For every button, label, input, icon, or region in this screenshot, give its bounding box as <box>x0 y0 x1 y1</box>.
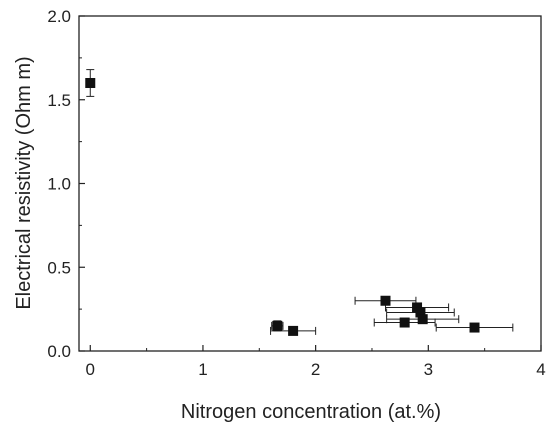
x-axis-label: Nitrogen concentration (at.%) <box>181 401 441 423</box>
data-point <box>417 314 428 325</box>
data-point <box>412 302 423 313</box>
axes: 0 1 2 3 4 0.0 0.5 1.0 1.5 2.0 <box>47 7 545 379</box>
plot-frame <box>78 15 542 352</box>
data-points <box>85 78 480 336</box>
data-point <box>85 78 96 88</box>
y-tick-label: 1.5 <box>47 91 71 110</box>
y-tick-label: 0.0 <box>47 342 71 361</box>
data-point <box>272 320 283 331</box>
x-tick-label: 2 <box>311 360 320 379</box>
x-tick-label: 3 <box>424 360 433 379</box>
error-bars <box>86 69 514 335</box>
data-point <box>415 307 426 318</box>
x-tick-label: 1 <box>198 360 207 379</box>
y-tick-label: 2.0 <box>47 7 71 26</box>
x-tick-label: 0 <box>86 360 95 379</box>
data-point <box>380 295 391 306</box>
data-point <box>399 317 410 328</box>
y-axis-label: Electrical resistivity (Ohm m) <box>13 56 35 309</box>
x-tick-label: 4 <box>536 360 545 379</box>
data-point <box>469 322 480 333</box>
y-tick-label: 0.5 <box>47 258 71 277</box>
y-tick-label: 1.0 <box>47 175 71 194</box>
data-point <box>288 325 299 336</box>
